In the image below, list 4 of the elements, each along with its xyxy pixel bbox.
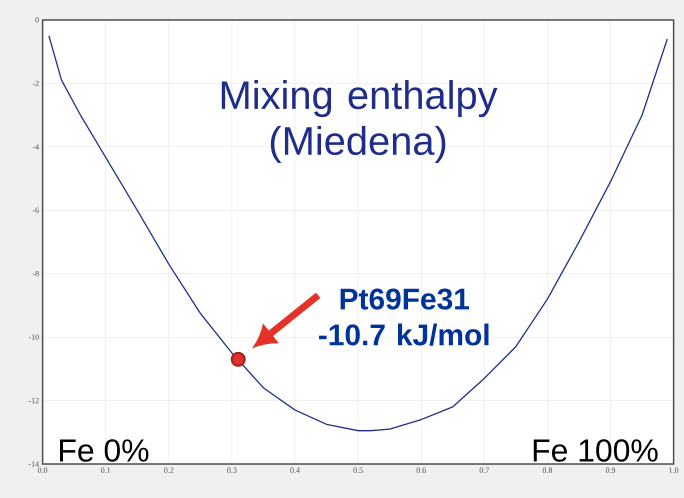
annotation: Fe 0% [60,439,148,462]
annotation: Pt69Fe31 -10.7 kJ/mol [319,288,488,346]
text: Mixing enthalpy (Miedena) [222,80,498,163]
annotation: Fe 100% [534,439,658,462]
